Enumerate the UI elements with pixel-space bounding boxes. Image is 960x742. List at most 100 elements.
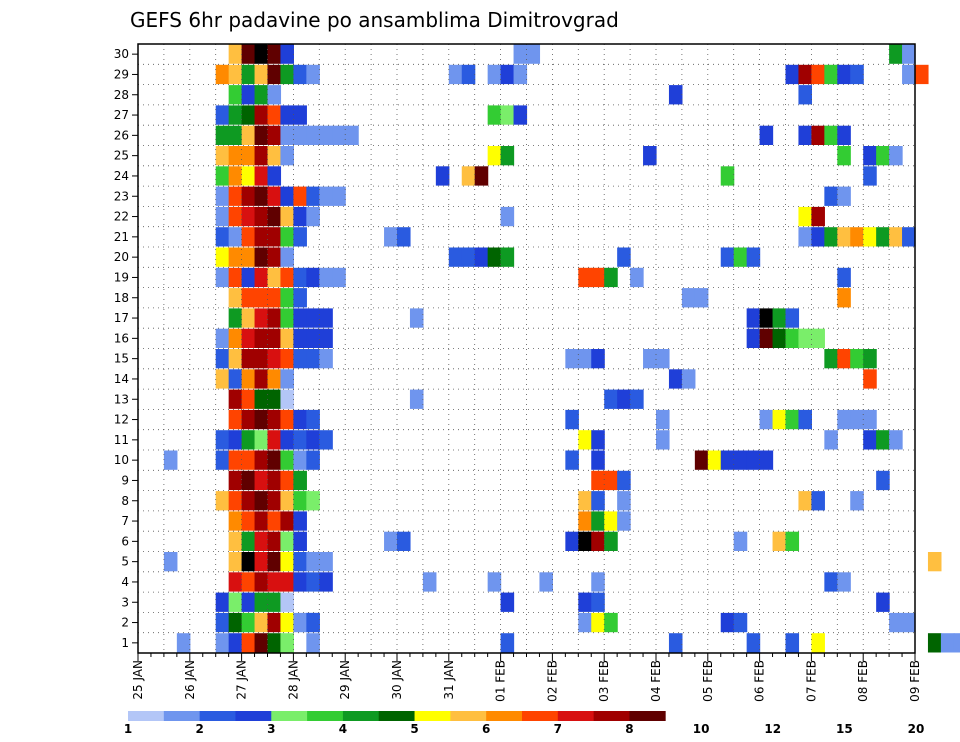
cell-m2-t34	[578, 612, 592, 633]
cell-m8-t8	[241, 491, 256, 511]
cell-m18-t54	[837, 288, 851, 308]
cell-m22-t11	[280, 206, 294, 227]
cell-m17-t9	[254, 308, 269, 328]
cell-m16-t51	[798, 328, 812, 348]
cell-m11-t9	[254, 430, 269, 450]
x-tick-label-8: 02 FEB	[545, 660, 559, 702]
cell-m22-t12	[293, 206, 307, 227]
cell-m26-t13	[306, 125, 320, 145]
cell-m20-t25	[461, 247, 476, 267]
cell-m12-t54	[837, 409, 851, 430]
cell-m5-t13	[306, 552, 320, 572]
cell-m26-t10	[267, 125, 282, 145]
cell-m24-t23	[435, 166, 450, 186]
y-tick-label-29: 29	[114, 67, 129, 81]
cell-m22-t8	[241, 206, 256, 227]
cell-m4-t13	[306, 572, 320, 592]
cell-m30-t29	[513, 44, 528, 64]
y-tick-label-6: 6	[121, 534, 129, 548]
cell-m25-t39	[643, 146, 657, 166]
x-tick-label-1: 26 JAN	[183, 660, 197, 700]
cell-m2-t35	[591, 612, 605, 633]
cell-m1-t52	[811, 633, 825, 653]
cell-m15-t13	[306, 349, 320, 369]
cell-m16-t7	[228, 328, 243, 348]
cell-m26-t9	[254, 125, 269, 145]
colorbar-label-8: 8	[625, 722, 633, 736]
cell-m7-t37	[617, 511, 631, 531]
colorbar-label-1: 1	[124, 722, 132, 736]
cell-m2-t9	[254, 612, 269, 633]
colorbar-label-7: 7	[554, 722, 562, 736]
cell-m4-t12	[293, 572, 307, 592]
cell-m19-t35	[591, 267, 605, 288]
cell-m16-t6	[215, 328, 230, 348]
cell-m21-t58	[889, 227, 903, 247]
cell-m16-t11	[280, 328, 294, 348]
cell-m7-t34	[578, 511, 592, 531]
cell-m7-t36	[604, 511, 618, 531]
cell-m18-t12	[293, 288, 307, 308]
cell-m18-t8	[241, 288, 256, 308]
cell-m15-t39	[643, 349, 657, 369]
cell-m6-t50	[785, 531, 800, 551]
cell-m12-t8	[241, 409, 256, 430]
y-tick-label-9: 9	[121, 473, 129, 487]
cell-m20-t47	[746, 247, 761, 267]
cell-m21-t19	[384, 227, 398, 247]
colorbar-swatch-10	[486, 711, 523, 721]
cell-m9-t37	[617, 470, 631, 491]
cell-m12-t56	[863, 409, 877, 430]
cell-m22-t7	[228, 206, 243, 227]
cell-m20-t28	[500, 247, 515, 267]
x-tick-label-9: 03 FEB	[597, 660, 611, 702]
colorbar-swatch-13	[593, 711, 630, 721]
cell-m4-t22	[422, 572, 437, 592]
cell-m9-t7	[228, 470, 243, 491]
y-tick-label-11: 11	[114, 433, 129, 447]
cell-m14-t8	[241, 369, 256, 389]
cell-m1-t9	[254, 633, 269, 653]
colorbar-label-3: 3	[267, 722, 275, 736]
cell-m25-t11	[280, 146, 294, 166]
cell-m17-t48	[759, 308, 774, 328]
cell-m7-t9	[254, 511, 269, 531]
cell-m11-t12	[293, 430, 307, 450]
cell-m11-t34	[578, 430, 592, 450]
y-tick-label-8: 8	[121, 494, 129, 508]
cell-m1-t6	[215, 633, 230, 653]
colorbar-label-15: 15	[836, 722, 853, 736]
cell-m28-t41	[668, 85, 683, 105]
cell-m12-t50	[785, 409, 800, 430]
cell-m19-t15	[332, 267, 346, 288]
cell-m6-t35	[591, 531, 605, 551]
cell-m6-t46	[733, 531, 748, 551]
cell-m13-t37	[617, 389, 631, 409]
cell-m29-t12	[293, 64, 307, 85]
cell-m21-t11	[280, 227, 294, 247]
cell-m23-t54	[837, 186, 851, 206]
cell-m26-t11	[280, 125, 294, 145]
cell-m15-t34	[578, 349, 592, 369]
cell-m1-t47	[746, 633, 761, 653]
cell-m15-t10	[267, 349, 282, 369]
cell-m10-t46	[733, 450, 748, 470]
cell-m28-t8	[241, 85, 256, 105]
cell-m1-t41	[668, 633, 683, 653]
cell-m29-t55	[850, 64, 864, 85]
y-tick-label-22: 22	[114, 210, 129, 224]
cell-m20-t26	[474, 247, 489, 267]
cell-m17-t50	[785, 308, 800, 328]
cell-m17-t49	[772, 308, 787, 328]
colorbar-label-6: 6	[482, 722, 490, 736]
cell-m18-t7	[228, 288, 243, 308]
cell-m15-t9	[254, 349, 269, 369]
y-tick-label-4: 4	[121, 575, 129, 589]
cell-m28-t51	[798, 85, 812, 105]
colorbar-label-10: 10	[693, 722, 710, 736]
cell-m29-t28	[500, 64, 515, 85]
cell-m10-t47	[746, 450, 761, 470]
cell-m27-t10	[267, 105, 282, 125]
x-tick-label-6: 31 JAN	[442, 660, 456, 700]
cell-m8-t7	[228, 491, 243, 511]
